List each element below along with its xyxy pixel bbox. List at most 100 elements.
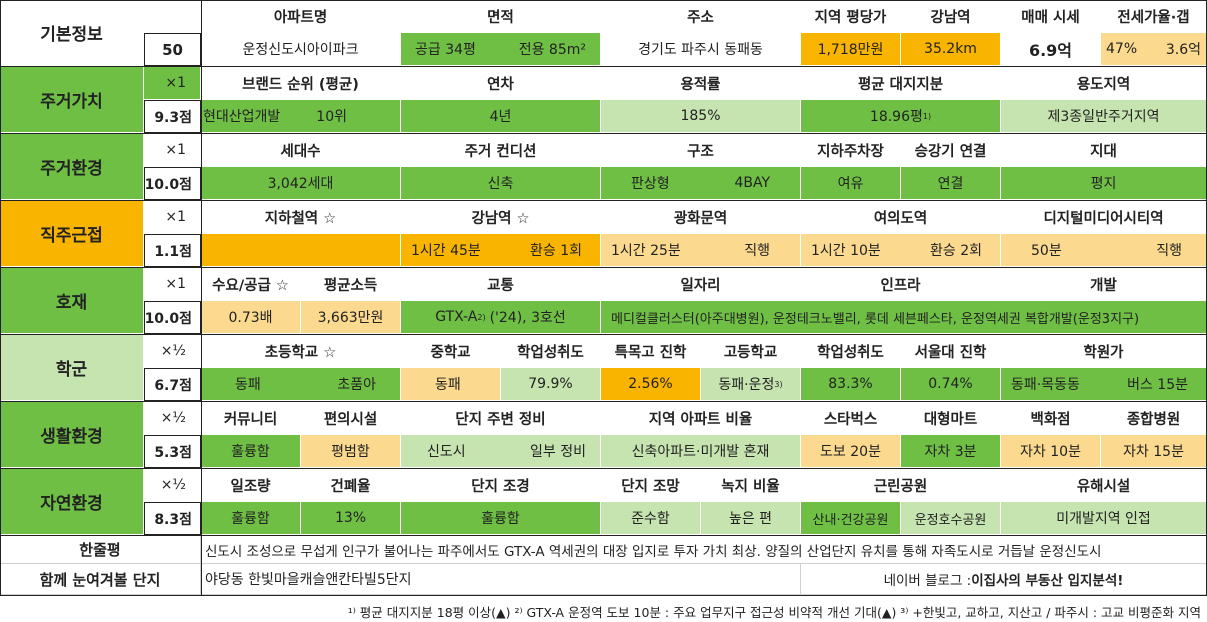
divider: [0, 334, 1207, 335]
summary-text: 신도시 조성으로 무섭게 인구가 불어나는 파주에서도 GTX-A 역세권의 대…: [201, 536, 1207, 564]
header-gangnam-station: 강남역 ☆: [401, 201, 601, 234]
header-yeouido: 여의도역: [801, 201, 1001, 234]
multiplier: ×1: [144, 201, 201, 234]
header-apt-name: 아파트명: [201, 0, 401, 33]
blog-prefix: 네이버 블로그 :: [883, 573, 972, 589]
gangnam-distance: 35.2km: [901, 33, 1001, 66]
multiplier: ×1: [144, 134, 201, 167]
park-lake: 운정호수공원: [901, 502, 1001, 535]
yeouido-commute: 1시간 10분 환승 2회: [801, 234, 1001, 267]
section-score: 10.0점: [144, 167, 201, 200]
header-hospital: 종합병원: [1101, 402, 1207, 435]
bay-type: 4BAY: [734, 175, 770, 191]
header-middle: 중학교: [401, 335, 501, 368]
multiplier: ×1: [144, 268, 201, 301]
middle-school: 동패: [401, 368, 501, 401]
academy-cell: 동패·목동동 버스 15분: [1001, 368, 1207, 401]
section-name-residential-value: 주거가치: [0, 67, 144, 133]
header-sale-price: 매매 시세: [1001, 0, 1101, 33]
section-score: 10.0점: [144, 301, 201, 334]
price-per-pyeong: 1,718만원: [801, 33, 901, 66]
multiplier: ×½: [144, 469, 201, 502]
yeouido-transfer: 환승 2회: [930, 243, 982, 259]
brand-rank: 10위: [316, 109, 347, 125]
area-supply: 공급 34평: [415, 42, 476, 58]
section-score: 9.3점: [144, 100, 201, 133]
header-structure: 구조: [601, 134, 801, 167]
header-supply-demand: 수요/공급 ☆: [201, 268, 301, 301]
divider: [0, 0, 1207, 1]
area-exclusive: 전용 85m²: [518, 42, 586, 58]
header-jeonse: 전세가율·갭: [1101, 0, 1207, 33]
green-ratio: 높은 편: [701, 502, 801, 535]
divider: [0, 0, 1, 596]
multiplier: ×½: [144, 402, 201, 435]
supply-demand: 0.73배: [201, 301, 301, 334]
divider: [0, 267, 1207, 268]
gangnam-transfer: 환승 1회: [530, 243, 582, 259]
dmc-transfer: 직행: [1156, 243, 1182, 259]
header-gangnam: 강남역: [901, 0, 1001, 33]
header-brand: 브랜드 순위 (평균): [201, 67, 401, 100]
apartment-report-sheet: 기본정보 50 아파트명 면적 주소 지역 평당가 강남역 매매 시세 전세가율…: [0, 0, 1207, 596]
view: 준수함: [601, 502, 701, 535]
header-elementary: 초등학교 ☆: [201, 335, 401, 368]
header-far: 용적률: [601, 67, 801, 100]
header-high: 고등학교: [701, 335, 801, 368]
jeonse-cell: 47% 3.6억: [1101, 33, 1207, 66]
high-school-cell: 동패·운정 3): [701, 368, 801, 401]
surroundings-status: 일부 정비: [530, 444, 586, 460]
footnote-marker: 2): [477, 312, 486, 322]
divider: [0, 535, 1207, 536]
header-hazard: 유해시설: [1001, 469, 1207, 502]
elevator: 연결: [901, 167, 1001, 200]
parking: 여유: [801, 167, 901, 200]
building-age: 4년: [401, 100, 601, 133]
divider: [0, 133, 1207, 134]
related-label: 함께 눈여겨볼 단지: [0, 564, 201, 595]
header-elevator: 승강기 연결: [901, 134, 1001, 167]
transport-detail: ('24), 3호선: [489, 310, 566, 326]
academy-area: 동패·목동동: [1011, 377, 1080, 393]
coverage: 13%: [301, 502, 401, 535]
header-dmc: 디지털미디어시티역: [1001, 201, 1207, 234]
structure-cell: 판상형 4BAY: [601, 167, 801, 200]
header-starbucks: 스타벅스: [801, 402, 901, 435]
gwanghwamun-transfer: 직행: [744, 243, 770, 259]
header-special-high: 특목고 진학: [601, 335, 701, 368]
department: 자차 10분: [1001, 435, 1101, 468]
header-households: 세대수: [201, 134, 401, 167]
transport-cell: GTX-A 2) ('24), 3호선: [401, 301, 601, 334]
header-surroundings: 단지 주변 정비: [401, 402, 601, 435]
condition: 신축: [401, 167, 601, 200]
brand-name: 현대산업개발: [203, 109, 281, 125]
footnote-marker: 3): [774, 379, 783, 389]
section-name-school: 학군: [0, 335, 144, 401]
header-coverage: 건폐율: [301, 469, 401, 502]
footnote-marker: 1): [922, 111, 932, 121]
surroundings-cell: 신도시 일부 정비: [401, 435, 601, 468]
hospital: 자차 15분: [1101, 435, 1207, 468]
zoning: 제3종일반주거지역: [1001, 100, 1207, 133]
park-nearby: 산내·건강공원: [801, 502, 901, 535]
header-terrain: 지대: [1001, 134, 1207, 167]
academy-distance: 버스 15분: [1127, 377, 1188, 393]
mart: 자차 3분: [901, 435, 1001, 468]
header-land-share: 평균 대지지분: [801, 67, 1001, 100]
sunlight: 훌륭함: [201, 502, 301, 535]
gwanghwamun-time: 1시간 25분: [611, 243, 681, 259]
surroundings-area: 신도시: [427, 444, 466, 460]
header-price-per-pyeong: 지역 평당가: [801, 0, 901, 33]
blog-credit: 네이버 블로그 : 이집사의 부동산 입지분석!: [801, 564, 1207, 595]
header-subway: 지하철역 ☆: [201, 201, 401, 234]
divider: [0, 66, 1207, 67]
land-share-cell: 18.96평 1): [801, 100, 1001, 133]
header-snu: 서울대 진학: [901, 335, 1001, 368]
divider: [201, 0, 202, 596]
section-name-development: 호재: [0, 268, 144, 334]
header-area: 면적: [401, 0, 601, 33]
amenities: 평범함: [301, 435, 401, 468]
sale-price: 6.9억: [1001, 33, 1101, 66]
households: 3,042세대: [201, 167, 401, 200]
elementary-cell: 동패 초품아: [201, 368, 401, 401]
